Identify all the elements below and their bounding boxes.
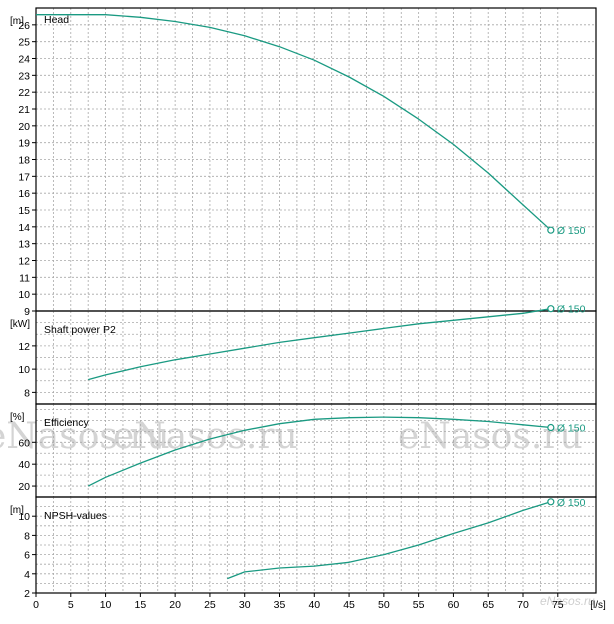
- x-tick-label: 25: [204, 599, 216, 611]
- y-tick-label: 26: [18, 20, 30, 32]
- x-tick-label: 65: [482, 599, 494, 611]
- curve-line: [87, 416, 551, 487]
- watermark-text-right: eNasos.ru: [398, 416, 583, 457]
- y-tick-label: 20: [18, 121, 30, 133]
- curve-label: Ø 150: [557, 225, 586, 237]
- y-tick-label: 12: [18, 341, 30, 353]
- y-tick-label: 15: [18, 205, 30, 217]
- x-axis: 0 5 10 15 20 25 30 35 40 45 50 55 60 65 70 75 [l/s]: [33, 593, 606, 611]
- x-tick-label: 20: [169, 599, 181, 611]
- watermark-layer: eNasos.ru eNasos.ru eNasos.ru eNasos.ru: [0, 416, 595, 608]
- x-tick-label: 10: [100, 599, 112, 611]
- x-tick-label: 30: [239, 599, 251, 611]
- panel-head: 9 10 11 12 13 14 15 16 17 18 19 20 21 22 23 24 25 26[m] He…: [10, 7, 597, 318]
- x-tick-label: 55: [413, 599, 425, 611]
- panel-frame: [35, 496, 597, 594]
- y-unit-label: [%]: [10, 412, 25, 423]
- y-tick-label: 40: [18, 459, 30, 471]
- y-tick-label: 8: [24, 530, 30, 542]
- y-tick-label: 60: [18, 437, 30, 449]
- y-tick-label: 10: [18, 511, 30, 523]
- y-tick-label: 20: [18, 481, 30, 493]
- y-tick-label: 24: [18, 54, 30, 66]
- curve-end-marker: [547, 226, 555, 234]
- curve-line: [88, 308, 551, 381]
- y-tick-label: 22: [18, 87, 30, 99]
- curve-label: Ø 150: [557, 304, 586, 316]
- x-tick-label: 45: [343, 599, 355, 611]
- curve-line: [36, 14, 552, 231]
- y-tick-label: 10: [18, 364, 30, 376]
- panel-npsh: 2 4 6 8 10[m] NPSH-values Ø 150: [10, 496, 597, 600]
- x-tick-label: 0: [33, 599, 39, 611]
- y-unit-label: [m]: [10, 16, 24, 27]
- y-unit-label: [kW]: [10, 319, 30, 330]
- x-tick-label: 50: [378, 599, 390, 611]
- y-tick-label: 14: [18, 222, 30, 234]
- curve-end-marker: [547, 498, 555, 506]
- y-tick-label: 17: [18, 171, 30, 183]
- y-tick-label: 6: [24, 550, 30, 562]
- x-tick-label: 35: [274, 599, 286, 611]
- curve-label: Ø 150: [557, 497, 586, 509]
- curve-label: Ø 150: [557, 423, 586, 435]
- y-tick-label: 21: [18, 104, 30, 116]
- panel-title: Shaft power P2: [44, 324, 116, 336]
- panel-title: Head: [44, 14, 69, 26]
- y-tick-label: 16: [18, 188, 30, 200]
- y-tick-label: 13: [18, 239, 30, 251]
- watermark-corner: eNasos.ru: [540, 594, 595, 608]
- panel-title: Efficiency: [44, 417, 89, 429]
- x-unit-label: [l/s]: [590, 600, 606, 611]
- curve-line: [227, 501, 551, 580]
- y-unit-label: [m]: [10, 505, 24, 516]
- y-tick-label: 2: [24, 588, 30, 600]
- watermark-text-center: eNasos.ru: [113, 416, 298, 457]
- x-tick-label: 70: [517, 599, 529, 611]
- y-tick-label: 25: [18, 37, 30, 49]
- x-tick-label: 40: [308, 599, 320, 611]
- x-tick-label: 15: [135, 599, 147, 611]
- curve-end-marker: [547, 305, 555, 313]
- panel-power: 8 10 12 [kW] Shaft power P2 Ø 150: [10, 304, 597, 405]
- y-tick-label: 10: [18, 289, 30, 301]
- curve-end-marker: [547, 423, 555, 432]
- x-tick-label: 75: [552, 599, 564, 611]
- panel-title: NPSH-values: [44, 510, 107, 522]
- y-tick-label: 19: [18, 138, 30, 150]
- y-tick-label: 9: [24, 306, 30, 318]
- watermark-text-left: eNasos.ru: [0, 416, 170, 457]
- x-tick-label: 60: [448, 599, 460, 611]
- y-tick-label: 23: [18, 70, 30, 82]
- y-tick-label: 8: [24, 387, 30, 399]
- x-tick-label: 5: [68, 599, 74, 611]
- y-tick-label: 18: [18, 155, 30, 167]
- y-tick-label: 4: [24, 569, 30, 581]
- y-tick-label: 11: [19, 272, 30, 284]
- y-tick-label: 12: [18, 256, 30, 268]
